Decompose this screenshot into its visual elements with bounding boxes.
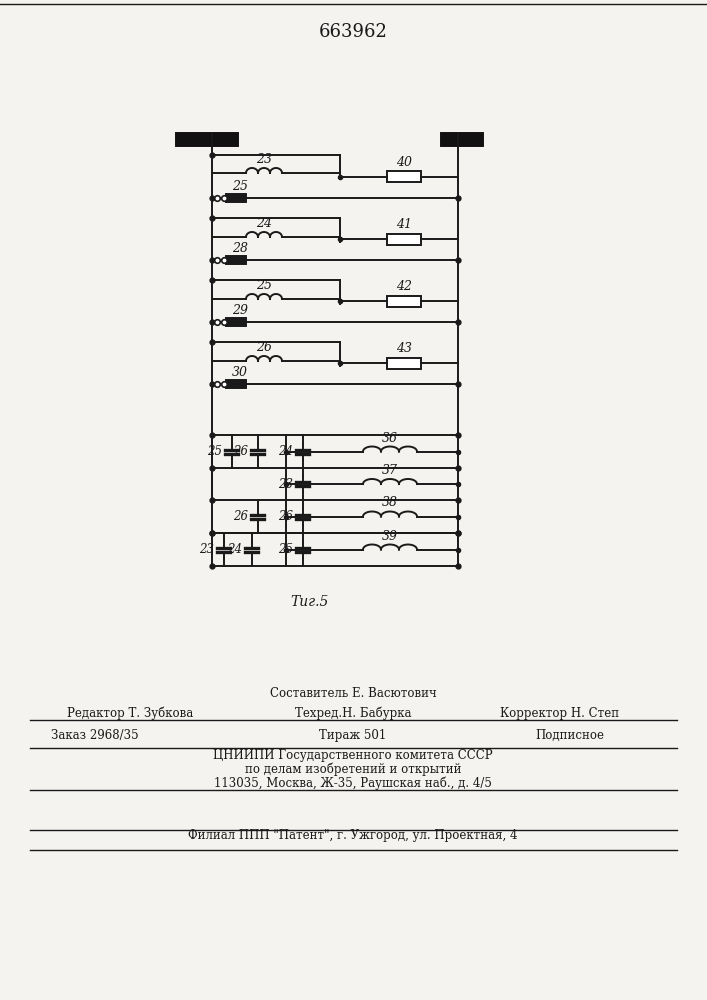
- Text: Составитель Е. Васютович: Составитель Е. Васютович: [269, 687, 436, 700]
- Text: по делам изобретений и открытий: по делам изобретений и открытий: [245, 762, 461, 776]
- Text: ЦНИИПИ Государственного комитета СССР: ЦНИИПИ Государственного комитета СССР: [214, 749, 493, 762]
- Bar: [226, 256, 246, 264]
- Text: 24: 24: [228, 543, 243, 556]
- Text: Редактор Т. Зубкова: Редактор Т. Зубкова: [67, 706, 193, 720]
- Text: Филиал ППП "Патент", г. Ужгород, ул. Проектная, 4: Филиал ППП "Патент", г. Ужгород, ул. Про…: [188, 829, 518, 842]
- Text: 38: 38: [382, 496, 398, 510]
- Text: 26: 26: [233, 445, 248, 458]
- Text: 41: 41: [396, 219, 412, 232]
- Bar: [176, 133, 238, 146]
- Text: Τиг.5: Τиг.5: [291, 595, 329, 609]
- Text: Техред.Н. Бабурка: Техред.Н. Бабурка: [295, 706, 411, 720]
- Text: 25: 25: [256, 279, 272, 292]
- Bar: [226, 194, 246, 202]
- Text: 42: 42: [396, 280, 412, 294]
- Bar: [387, 358, 421, 368]
- Text: Тираж 501: Тираж 501: [320, 729, 387, 742]
- Text: 26: 26: [233, 510, 248, 523]
- Text: Заказ 2968/35: Заказ 2968/35: [51, 729, 139, 742]
- Text: Корректор Н. Степ: Корректор Н. Степ: [501, 707, 619, 720]
- Text: 30: 30: [232, 366, 248, 379]
- Bar: [441, 133, 483, 146]
- Bar: [387, 296, 421, 306]
- Bar: [226, 380, 246, 388]
- Text: 663962: 663962: [319, 23, 387, 41]
- Text: 113035, Москва, Ж-35, Раушская наб., д. 4/5: 113035, Москва, Ж-35, Раушская наб., д. …: [214, 776, 492, 790]
- Text: 23: 23: [279, 478, 293, 490]
- Text: 25: 25: [232, 180, 248, 193]
- Text: 23: 23: [256, 153, 272, 166]
- Text: Подписное: Подписное: [535, 729, 604, 742]
- Text: 39: 39: [382, 530, 398, 542]
- Bar: [226, 318, 246, 326]
- Text: 25: 25: [279, 543, 293, 556]
- Text: 24: 24: [279, 445, 293, 458]
- Text: 29: 29: [232, 304, 248, 317]
- Text: 25: 25: [207, 445, 223, 458]
- Text: 36: 36: [382, 432, 398, 444]
- Text: 40: 40: [396, 156, 412, 169]
- Text: 28: 28: [232, 242, 248, 255]
- Bar: [387, 233, 421, 244]
- Bar: [387, 171, 421, 182]
- Text: 26: 26: [256, 341, 272, 354]
- Text: 23: 23: [199, 543, 214, 556]
- Text: 24: 24: [256, 217, 272, 230]
- Text: 26: 26: [279, 510, 293, 523]
- Text: 43: 43: [396, 342, 412, 356]
- Text: 37: 37: [382, 464, 398, 477]
